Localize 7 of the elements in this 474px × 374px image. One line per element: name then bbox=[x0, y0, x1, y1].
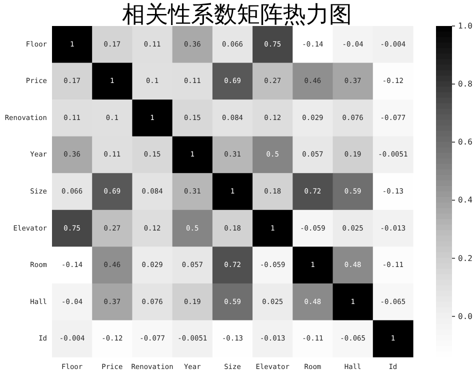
color-bar-label: 0.4 bbox=[458, 196, 473, 205]
chart-title: 相关性系数矩阵热力图 bbox=[122, 2, 352, 28]
color-bar-label: 0.0 bbox=[458, 312, 473, 321]
color-bar-label: 0.8 bbox=[458, 80, 473, 89]
color-bar-label: 0.2 bbox=[458, 254, 473, 263]
color-bar-label: 0.6 bbox=[458, 138, 473, 147]
color-bar-label: 1.0 bbox=[458, 22, 473, 30]
